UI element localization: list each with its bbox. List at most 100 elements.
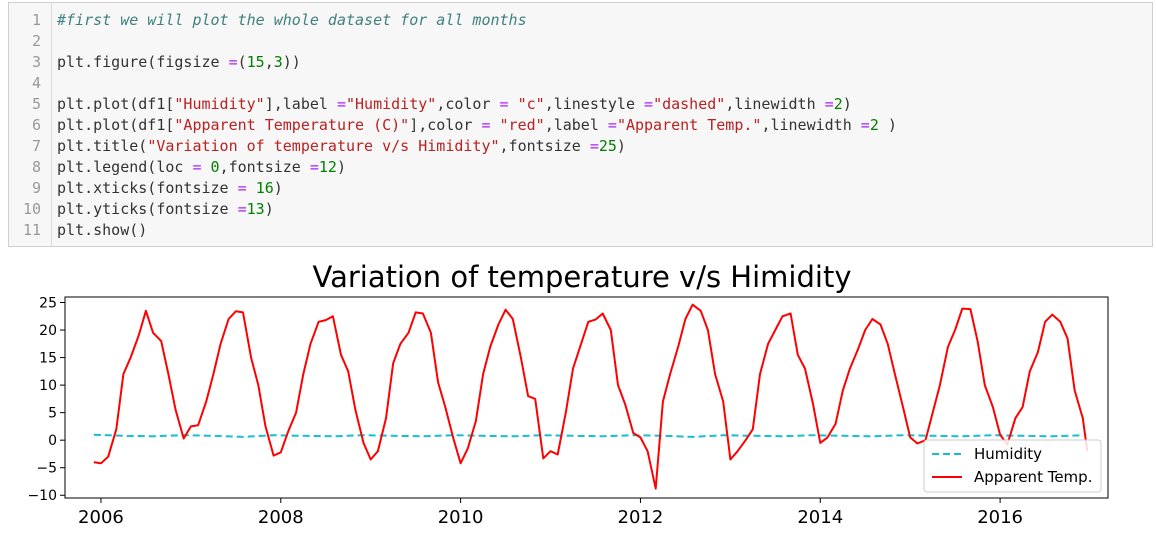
x-tick-label: 2016 [977,507,1023,528]
plot-frame [64,296,1109,499]
chart: Variation of temperature v/s Himidity 25… [27,260,1109,528]
y-tick-label: 15 [39,351,57,367]
code-text[interactable]: plt.yticks(fontsize =13) [57,199,274,220]
y-ticks: 25 20 15 10 5 0 −5 −10 [27,296,65,504]
code-token: = [237,179,247,197]
line-number: 8 [31,158,41,176]
y-tick-label: 0 [48,433,57,449]
output-area: Variation of temperature v/s Himidity 25… [0,250,1156,539]
code-token [509,95,518,113]
line-number: 1 [31,11,41,29]
code-token: = [499,95,509,113]
code-text[interactable]: plt.xticks(fontsize = 16) [57,178,283,199]
code-token: , [264,53,274,71]
code-token: ],color [409,116,482,134]
code-token: 2 [833,95,843,113]
code-token: 12 [318,158,337,176]
code-token: "Apparent Temperature (C)" [174,116,410,134]
code-token: = [336,95,346,113]
code-token: ,linewidth [761,116,861,134]
code-token: plt.plot(df1[ [57,116,175,134]
legend-box [923,439,1102,493]
code-token: "c" [517,95,545,113]
code-token: ],label [264,95,337,113]
x-tick-label: 2014 [797,507,843,528]
code-token: 0 [210,158,220,176]
code-token: plt.legend(loc [57,158,193,176]
y-tick-label: −10 [27,488,57,504]
y-tick-label: 5 [48,406,57,422]
series-line-humidity [93,433,1083,438]
line-number: 10 [22,200,41,218]
code-token: )) [282,53,301,71]
code-text[interactable]: #first we will plot the whole dataset fo… [57,10,527,31]
code-text[interactable]: plt.title("Variation of temperature v/s … [57,136,626,157]
code-token: ) [264,200,274,218]
code-token: ,color [436,95,500,113]
code-token [247,179,256,197]
legend: Humidity Apparent Temp. [923,439,1102,493]
line-number: 9 [31,179,41,197]
code-token: ) [842,95,852,113]
code-token: = [309,158,319,176]
code-token: = [228,53,238,71]
line-number: 6 [31,116,41,134]
code-token: 25 [598,137,617,155]
code-token [202,158,211,176]
line-number: 7 [31,137,41,155]
code-token: "Apparent Temp." [616,116,762,134]
code-text[interactable]: plt.plot(df1["Humidity"],label ="Humidit… [57,94,852,115]
code-token: 13 [246,200,265,218]
y-tick-label: 25 [39,296,57,312]
line-number: 2 [31,32,41,50]
code-token: 2 [869,116,879,134]
code-token: plt.show() [57,221,148,239]
legend-label-humidity: Humidity [974,445,1042,463]
line-number: 5 [31,95,41,113]
y-tick-label: 20 [39,323,57,339]
code-token: ,linestyle [544,95,645,113]
code-text[interactable]: plt.plot(df1["Apparent Temperature (C)"]… [57,115,897,136]
code-token: #first we will plot the whole dataset fo… [57,11,527,29]
gutter-separator [51,3,52,246]
line-number: 3 [31,53,41,71]
legend-label-apparent-temp: Apparent Temp. [974,468,1092,486]
code-token: 15 [246,53,265,71]
code-token: ,fontsize [499,137,590,155]
code-token: "red" [499,116,545,134]
code-token: = [192,158,202,176]
code-token: = [481,116,491,134]
code-cell[interactable]: 1 #first we will plot the whole dataset f… [8,2,1153,247]
code-token: ,label [544,116,608,134]
x-ticks: 2006 2008 2010 2012 2014 2016 [78,498,1023,528]
code-text[interactable]: plt.legend(loc = 0,fontsize =12) [57,157,346,178]
code-token: plt.yticks(fontsize [57,200,238,218]
x-tick-label: 2010 [438,507,484,528]
code-token: "dashed" [653,95,726,113]
code-token: "Humidity" [174,95,265,113]
code-token: ,linewidth [725,95,825,113]
code-token: = [860,116,870,134]
line-number: 11 [22,221,41,239]
y-tick-label: 10 [39,378,57,394]
code-token: plt.figure(figsize [57,53,229,71]
code-token: = [824,95,834,113]
x-tick-label: 2006 [78,507,124,528]
code-token: plt.plot(df1[ [57,95,175,113]
chart-title: Variation of temperature v/s Himidity [313,260,852,294]
code-token: ) [336,158,346,176]
code-token: plt.xticks(fontsize [57,179,238,197]
code-token: = [237,200,247,218]
code-token: "Humidity" [346,95,437,113]
code-token: 16 [255,179,274,197]
code-token: = [644,95,654,113]
code-token: ,fontsize [219,158,310,176]
code-token: = [607,116,617,134]
code-token: ) [878,116,897,134]
code-text[interactable]: plt.figure(figsize =(15,3)) [57,52,301,73]
code-token: ( [237,53,247,71]
code-token: 3 [273,53,283,71]
code-token: "Variation of temperature v/s Himidity" [147,137,500,155]
x-tick-label: 2012 [618,507,664,528]
code-text[interactable]: plt.show() [57,220,147,241]
